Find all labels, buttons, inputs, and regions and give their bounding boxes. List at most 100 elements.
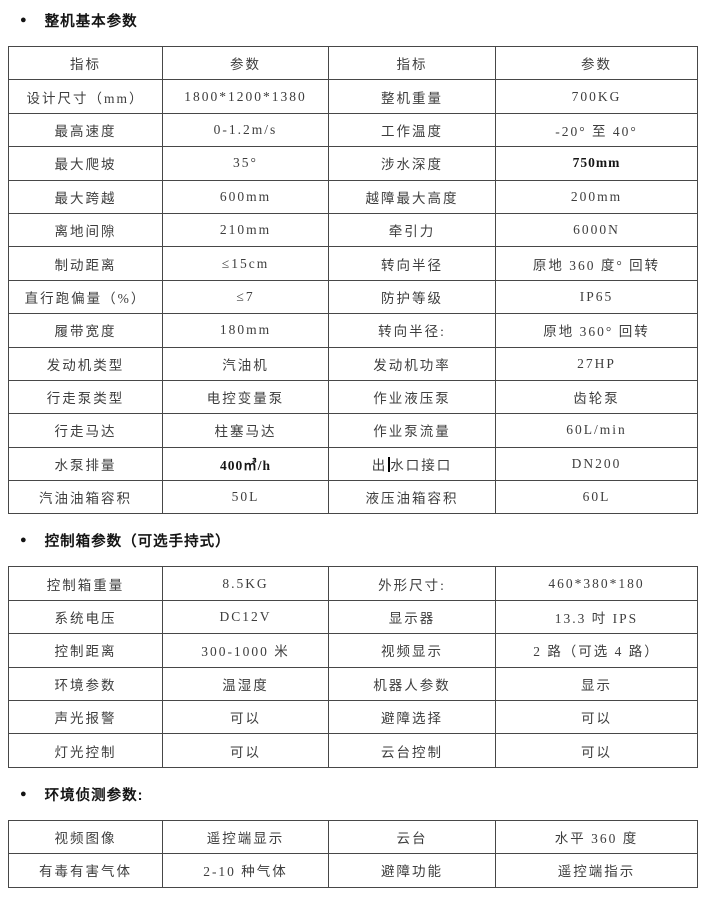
table-row: 设计尺寸（mm） 1800*1200*1380 整机重量 700KG (8, 79, 698, 114)
table-row: 发动机类型 汽油机 发动机功率 27HP (8, 346, 698, 381)
table-cell: 210mm (162, 212, 329, 248)
table-cell: 行走泵类型 (8, 379, 163, 415)
table-cell: 35° (162, 146, 329, 181)
text-cursor-icon (388, 456, 391, 472)
table-cell: DC12V (162, 599, 329, 635)
section-heading-whole-machine: ● 整机基本参数 (20, 10, 699, 31)
table-cell: 越障最大高度 (328, 179, 496, 214)
table-cell: 汽油机 (162, 346, 329, 381)
section-heading-label: 环境侦测参数: (44, 787, 144, 804)
table-cell: 云台 (328, 819, 496, 855)
table-row: 有毒有害气体 2-10 种气体 避障功能 遥控端指示 (8, 853, 698, 888)
table-row: 直行跑偏量（%） ≤7 防护等级 IP65 (8, 279, 698, 315)
table-cell: 60L (495, 480, 698, 515)
table-row: 汽油油箱容积 50L 液压油箱容积 60L (8, 480, 698, 515)
table-row: 环境参数 温湿度 机器人参数 显示 (8, 666, 698, 702)
section-heading-environment-detection: ● 环境侦测参数: (20, 784, 699, 805)
table-cell: 300-1000 米 (162, 633, 329, 668)
table-cell: 60L/min (495, 413, 698, 448)
table-cell: 柱塞马达 (162, 413, 329, 448)
table-cell: 电控变量泵 (162, 379, 329, 415)
table-cell: 460*380*180 (495, 566, 698, 601)
table-cell: 水泵排量 (8, 446, 163, 482)
table-cell: 液压油箱容积 (328, 480, 496, 515)
table-cell: 控制距离 (8, 633, 163, 668)
table-cell: 系统电压 (8, 599, 163, 635)
table-cell: 180mm (162, 313, 329, 348)
table-cell: 可以 (495, 733, 698, 768)
table-cell: 汽油油箱容积 (8, 480, 163, 515)
table-cell: 指标 (328, 45, 496, 81)
table-cell: 牵引力 (328, 212, 496, 248)
table-cell: 避障选择 (328, 700, 496, 735)
table-cell: 原地 360° 回转 (495, 313, 698, 348)
table-cell: ≤7 (162, 279, 329, 315)
section-heading-control-box: ● 控制箱参数（可选手持式） (20, 530, 699, 551)
bullet-icon: ● (20, 534, 28, 547)
table-cell: 设计尺寸（mm） (8, 79, 163, 114)
table-cell: 原地 360 度° 回转 (495, 246, 698, 281)
table-cell: 最大爬坡 (8, 146, 163, 181)
table-row: 最高速度 0-1.2m/s 工作温度 -20° 至 40° (8, 112, 698, 148)
table-cell: 400㎥/h (162, 446, 329, 482)
table-cell: 离地间隙 (8, 212, 163, 248)
table-cell: 最高速度 (8, 112, 163, 148)
table-row: 最大跨越 600mm 越障最大高度 200mm (8, 179, 698, 214)
table-cell: 直行跑偏量（%） (8, 279, 163, 315)
table-cell: 可以 (162, 733, 329, 768)
table-row: 控制距离 300-1000 米视频显示 2 路（可选 4 路） (8, 633, 698, 668)
table-cell: 8.5KG (162, 566, 329, 601)
table-row: 系统电压 DC12V 显示器 13.3 吋 IPS (8, 599, 698, 635)
table-row: 离地间隙 210mm 牵引力 6000N (8, 212, 698, 248)
table-row: 控制箱重量 8.5KG 外形尺寸: 460*380*180 (8, 566, 698, 601)
table-cell: ≤15cm (162, 246, 329, 281)
table-row: 指标 参数 指标 参数 (8, 45, 698, 81)
table-cell: DN200 (495, 446, 698, 482)
table-cell: 200mm (495, 179, 698, 214)
table-cell: 2-10 种气体 (162, 853, 329, 888)
table-cell: 遥控端指示 (495, 853, 698, 888)
table-row: 行走马达 柱塞马达 作业泵流量 60L/min (8, 413, 698, 448)
table-cell: 显示 (495, 666, 698, 702)
table-cell: 转向半径: (328, 313, 496, 348)
section-heading-label: 控制箱参数（可选手持式） (44, 534, 231, 551)
bullet-icon: ● (20, 787, 28, 800)
table-cell: 显示器 (328, 599, 496, 635)
table-cell: 700KG (495, 79, 698, 114)
basic-params-table: 指标 参数 指标 参数 设计尺寸（mm） 1800*1200*1380 整机重量 700KG 最… (8, 45, 698, 515)
table-cell: 6000N (495, 212, 698, 248)
table-cell: 参数 (495, 45, 698, 81)
table-row: 水泵排量 400㎥/h 出水口接口 DN200 (8, 446, 698, 482)
bullet-icon: ● (20, 14, 28, 26)
table-cell: 有毒有害气体 (8, 853, 163, 888)
table-cell: 水平 360 度 (495, 819, 698, 855)
table-cell: IP65 (495, 279, 698, 315)
table-cell: 整机重量 (328, 79, 496, 114)
table-cell: 外形尺寸: (328, 566, 496, 601)
table-row: 履带宽度 180mm 转向半径: 原地 360° 回转 (8, 313, 698, 348)
table-cell: 发动机功率 (328, 346, 496, 381)
table-cell: 出水口接口 (328, 446, 496, 482)
table-row: 行走泵类型 电控变量泵 作业液压泵 齿轮泵 (8, 379, 698, 415)
table-cell: 温湿度 (162, 666, 329, 702)
table-cell: 工作温度 (328, 112, 496, 148)
table-row: 声光报警 可以 避障选择 可以 (8, 700, 698, 735)
table-cell: 发动机类型 (8, 346, 163, 381)
table-cell: 视频图像 (8, 819, 163, 855)
table-cell: 遥控端显示 (162, 819, 329, 855)
table-cell: 50L (162, 480, 329, 515)
table-cell: 视频显示 (328, 633, 496, 668)
table-cell: -20° 至 40° (495, 112, 698, 148)
table-cell: 环境参数 (8, 666, 163, 702)
table-cell: 制动距离 (8, 246, 163, 281)
table-cell: 13.3 吋 IPS (495, 599, 698, 635)
section-heading-label: 整机基本参数 (44, 14, 138, 30)
table-cell: 27HP (495, 346, 698, 381)
table-cell: 齿轮泵 (495, 379, 698, 415)
table-cell: 750mm (495, 146, 698, 181)
table-cell: 灯光控制 (8, 733, 163, 768)
table-cell: 声光报警 (8, 700, 163, 735)
table-cell: 履带宽度 (8, 313, 163, 348)
table-cell: 行走马达 (8, 413, 163, 448)
